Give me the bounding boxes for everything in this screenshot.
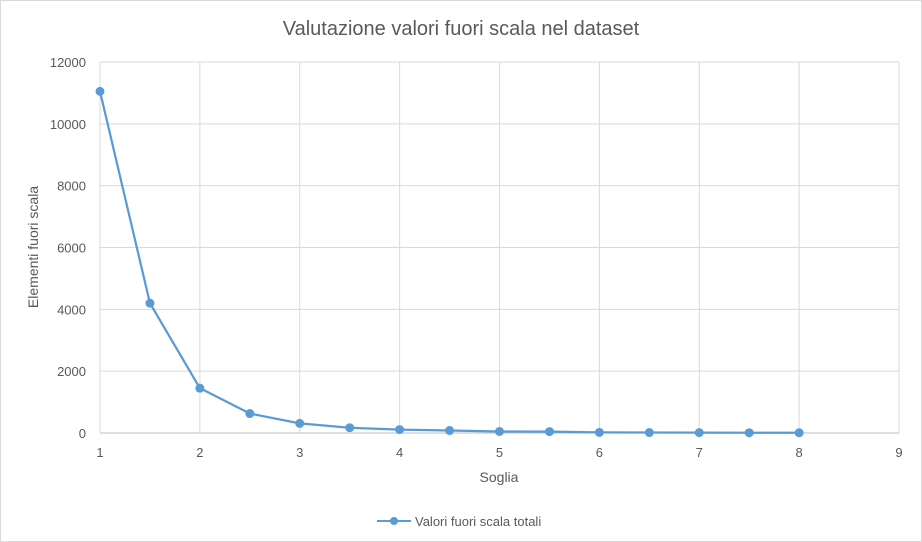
data-point	[495, 426, 504, 436]
y-tick-label: 2000	[57, 364, 86, 379]
y-tick-label: 6000	[57, 241, 86, 256]
data-point	[644, 428, 654, 438]
data-point	[195, 383, 205, 393]
data-point	[594, 427, 604, 437]
data-point	[295, 418, 305, 428]
series-line	[98, 91, 800, 434]
chart-title: Valutazione valori fuori scala nel datas…	[283, 18, 640, 40]
x-tick-label: 9	[895, 445, 902, 460]
data-point	[694, 428, 704, 438]
x-tick-label: 1	[96, 445, 103, 460]
y-axis-title: Elementi fuori scala	[25, 186, 41, 308]
data-point	[95, 86, 105, 96]
legend-marker-dot	[390, 517, 398, 525]
x-tick-label: 6	[596, 445, 603, 460]
y-tick-label: 0	[79, 426, 86, 441]
series-layer	[95, 86, 804, 438]
y-tick-label: 10000	[50, 117, 86, 132]
legend-label: Valori fuori scala totali	[415, 514, 541, 529]
y-tick-label: 8000	[57, 179, 86, 194]
data-point	[245, 409, 255, 419]
data-point	[445, 426, 455, 436]
x-tick-label: 4	[396, 445, 403, 460]
data-point	[395, 425, 405, 435]
axis-layer: 1 2 3 4 5 6 7 8 9 0 2000 4000 6000 8000 10000 12000	[50, 55, 903, 460]
data-point	[145, 298, 155, 308]
y-tick-label: 4000	[57, 302, 86, 317]
x-tick-label: 3	[296, 445, 303, 460]
x-tick-label: 5	[496, 445, 503, 460]
legend: Valori fuori scala totali	[377, 514, 541, 529]
x-axis-title: Soglia	[480, 469, 519, 485]
x-tick-label: 8	[796, 445, 803, 460]
data-point	[794, 428, 804, 438]
data-point	[544, 427, 554, 437]
x-tick-label: 7	[696, 445, 703, 460]
y-tick-label: 12000	[50, 55, 86, 70]
x-tick-label: 2	[196, 445, 203, 460]
grid-layer	[100, 61, 900, 433]
data-point	[345, 423, 355, 433]
data-point	[744, 428, 754, 438]
